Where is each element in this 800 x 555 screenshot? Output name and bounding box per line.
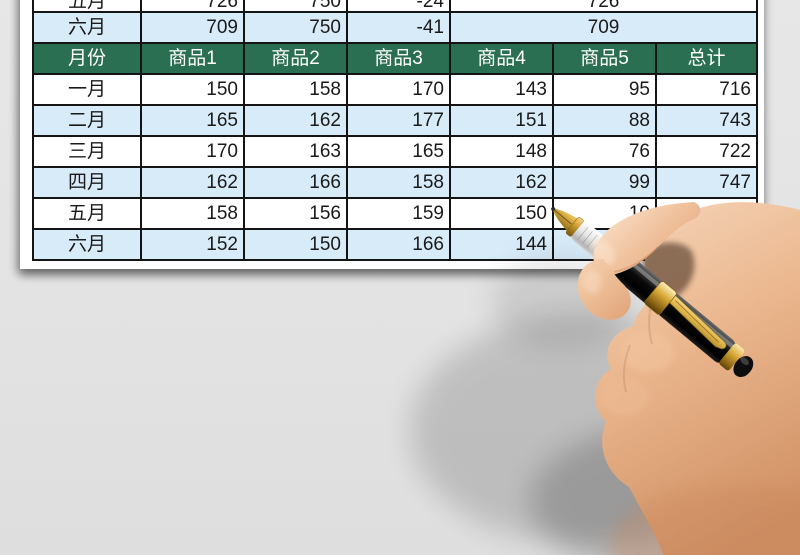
pen-nib-tip: [551, 206, 556, 211]
column-header-cell[interactable]: 月份: [32, 42, 142, 75]
row-header-cell[interactable]: 三月: [32, 135, 142, 168]
pen-end-ring: [719, 343, 745, 371]
data-cell[interactable]: -24: [346, 0, 451, 13]
table-header-row: 月份 商品1 商品2 商品3 商品4 商品5 总计: [32, 42, 758, 75]
data-cell[interactable]: 159: [346, 197, 451, 230]
row-header-cell[interactable]: 四月: [32, 166, 142, 199]
spreadsheet-paper: 五月 726 750 -24 726 六月 709 750 -41 709 月份…: [20, 0, 764, 269]
data-cell[interactable]: 158: [346, 166, 451, 199]
pen-finial-highlight: [740, 357, 749, 366]
table-row: 二月 165 162 177 151 88 743: [32, 104, 758, 137]
data-cell[interactable]: 750: [243, 0, 348, 13]
column-header-cell[interactable]: 商品4: [449, 42, 554, 75]
pen-clip-ridge: [675, 300, 720, 343]
table-row: 一月 150 158 170 143 95 716: [32, 73, 758, 106]
table-row: 五月 726 750 -24 726: [32, 0, 758, 13]
data-cell[interactable]: 144: [449, 228, 554, 261]
merged-total-cell[interactable]: 709: [449, 11, 758, 44]
data-cell[interactable]: 170: [346, 73, 451, 106]
data-cell[interactable]: 76: [552, 135, 657, 168]
data-cell[interactable]: 152: [140, 228, 245, 261]
pen-nib-slit: [553, 209, 572, 225]
table-row: 五月 158 156 159 150 10: [32, 197, 758, 230]
row-header-cell[interactable]: 五月: [32, 197, 142, 230]
data-cell[interactable]: 150: [449, 197, 554, 230]
column-header-cell[interactable]: 商品3: [346, 42, 451, 75]
row-header-cell[interactable]: 一月: [32, 73, 142, 106]
data-cell[interactable]: 150: [140, 73, 245, 106]
data-cell[interactable]: 743: [655, 104, 758, 137]
data-cell[interactable]: 99: [552, 166, 657, 199]
row-header-cell[interactable]: 六月: [32, 11, 142, 44]
data-cell[interactable]: 95: [552, 73, 657, 106]
pen-cap-ring: [644, 281, 677, 315]
data-cell[interactable]: 709: [140, 11, 245, 44]
column-header-cell[interactable]: 商品5: [552, 42, 657, 75]
data-cell[interactable]: 166: [346, 228, 451, 261]
data-cell[interactable]: 162: [449, 166, 554, 199]
data-cell[interactable]: 162: [243, 104, 348, 137]
data-cell[interactable]: 148: [449, 135, 554, 168]
data-cell[interactable]: 726: [140, 0, 245, 13]
data-cell[interactable]: 158: [243, 73, 348, 106]
data-cell[interactable]: 722: [655, 135, 758, 168]
data-cell[interactable]: 170: [140, 135, 245, 168]
data-cell[interactable]: -41: [346, 11, 451, 44]
data-cell[interactable]: 156: [243, 197, 348, 230]
row-header-cell[interactable]: 六月: [32, 228, 142, 261]
data-cell[interactable]: 88: [552, 104, 657, 137]
spreadsheet-table: 五月 726 750 -24 726 六月 709 750 -41 709 月份…: [32, 0, 758, 261]
data-cell[interactable]: 163: [243, 135, 348, 168]
data-cell[interactable]: 747: [655, 166, 758, 199]
column-header-cell[interactable]: 商品1: [140, 42, 245, 75]
table-row: 六月 709 750 -41 709: [32, 11, 758, 44]
data-cell[interactable]: 750: [243, 11, 348, 44]
merged-total-cell[interactable]: 726: [449, 0, 758, 13]
data-cell[interactable]: 143: [449, 73, 554, 106]
data-cell[interactable]: 166: [243, 166, 348, 199]
gripping-fingers: [577, 202, 701, 320]
data-cell[interactable]: 150: [243, 228, 348, 261]
table-row: 四月 162 166 158 162 99 747: [32, 166, 758, 199]
data-cell[interactable]: 158: [140, 197, 245, 230]
table-row: 三月 170 163 165 148 76 722: [32, 135, 758, 168]
data-cell[interactable]: 165: [346, 135, 451, 168]
palm: [594, 202, 800, 555]
data-cell[interactable]: 177: [346, 104, 451, 137]
row-header-cell[interactable]: 五月: [32, 0, 142, 13]
index-finger: [593, 202, 701, 275]
data-cell[interactable]: 151: [449, 104, 554, 137]
data-cell[interactable]: 165: [140, 104, 245, 137]
fountain-pen-image: [551, 206, 754, 378]
data-cell[interactable]: 162: [140, 166, 245, 199]
row-header-cell[interactable]: 二月: [32, 104, 142, 137]
column-header-cell[interactable]: 商品2: [243, 42, 348, 75]
data-cell[interactable]: 716: [655, 73, 758, 106]
column-header-cell[interactable]: 总计: [655, 42, 758, 75]
